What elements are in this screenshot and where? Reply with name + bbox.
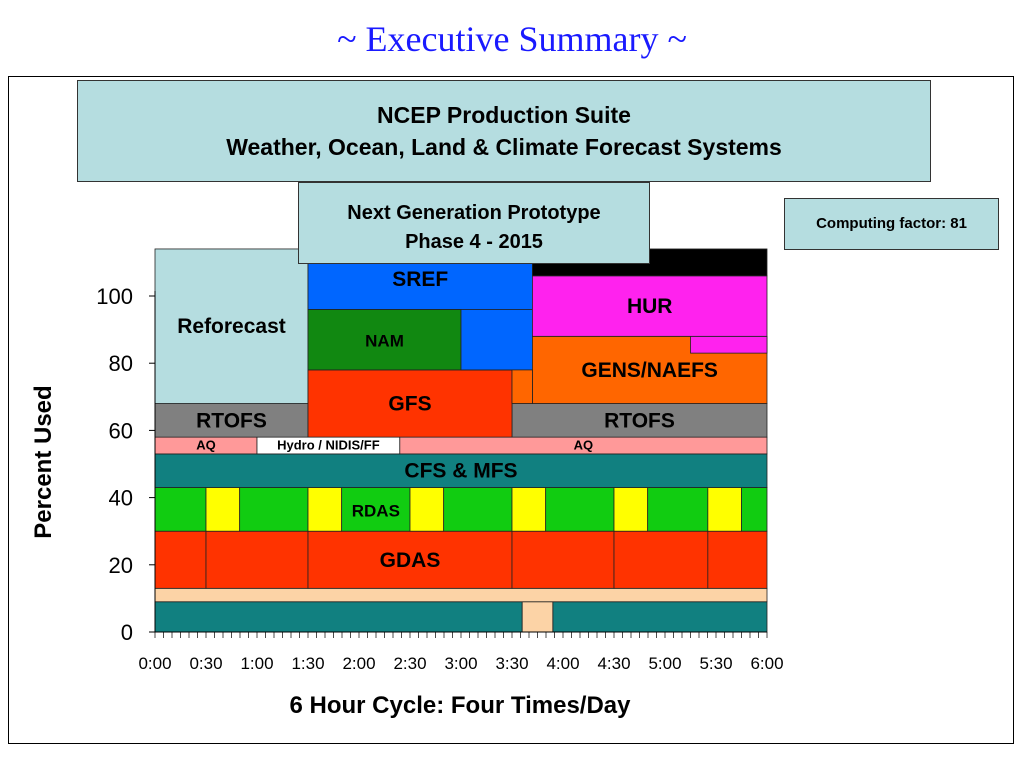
y-tick-label: 60 xyxy=(109,418,133,443)
chart-block-label: GENS/NAEFS xyxy=(581,359,718,382)
chart-block xyxy=(307,530,513,589)
chart-block xyxy=(511,403,768,438)
chart-block xyxy=(443,487,513,532)
chart-block-label: HUR xyxy=(627,295,673,318)
chart-block xyxy=(511,369,533,404)
chart-block xyxy=(205,530,309,589)
chart-block-label: GDAS xyxy=(380,549,441,572)
chart-block-label: GFS xyxy=(388,393,431,416)
x-axis-label: 6 Hour Cycle: Four Times/Day xyxy=(289,692,631,719)
chart-block xyxy=(154,487,207,532)
x-tick-label: 3:30 xyxy=(495,654,528,673)
chart-block xyxy=(741,487,768,532)
x-tick-label: 0:00 xyxy=(138,654,171,673)
prototype-line2: Phase 4 - 2015 xyxy=(405,231,543,253)
chart-block xyxy=(552,601,768,633)
chart-block xyxy=(409,487,445,532)
y-tick-label: 80 xyxy=(109,351,133,376)
chart-block xyxy=(307,309,462,371)
chart-block xyxy=(307,487,343,532)
chart-block-label: RTOFS xyxy=(604,409,675,432)
chart-block xyxy=(511,530,615,589)
x-tick-label: 3:00 xyxy=(444,654,477,673)
y-tick-label: 40 xyxy=(109,486,133,511)
chart-block xyxy=(205,487,241,532)
x-tick-label: 1:00 xyxy=(240,654,273,673)
suite-header-line2: Weather, Ocean, Land & Climate Forecast … xyxy=(226,134,782,160)
y-axis-label: Percent Used xyxy=(30,385,57,539)
chart-block xyxy=(511,487,547,532)
chart-block xyxy=(613,487,649,532)
x-tick-label: 5:00 xyxy=(648,654,681,673)
x-tick-label: 1:30 xyxy=(291,654,324,673)
chart-block xyxy=(545,487,615,532)
x-tick-label: 5:30 xyxy=(699,654,732,673)
prototype-box: Next Generation Prototype Phase 4 - 2015 xyxy=(298,182,650,264)
y-tick-label: 100 xyxy=(96,284,133,309)
chart-block-label: Hydro / NIDIS/FF xyxy=(277,438,380,453)
x-tick-label: 4:30 xyxy=(597,654,630,673)
chart-block xyxy=(460,309,533,371)
chart-block-label: AQ xyxy=(196,438,216,453)
chart-block xyxy=(154,587,768,603)
chart-block xyxy=(707,487,742,532)
chart-block-label: RTOFS xyxy=(196,409,267,432)
x-tick-label: 4:00 xyxy=(546,654,579,673)
chart-block-label: NAM xyxy=(365,332,404,351)
x-tick-label: 6:00 xyxy=(750,654,783,673)
y-tick-label: 0 xyxy=(121,620,133,645)
x-tick-label: 2:30 xyxy=(393,654,426,673)
chart-block xyxy=(154,453,768,488)
chart-block-label: AQ xyxy=(574,438,594,453)
chart-block xyxy=(154,530,207,589)
x-tick-label: 2:00 xyxy=(342,654,375,673)
chart-block-label: SREF xyxy=(392,268,448,291)
chart-block xyxy=(613,530,709,589)
chart-block xyxy=(239,487,309,532)
computing-factor-box: Computing factor: 81 xyxy=(784,198,999,250)
chart-block-label: RDAS xyxy=(352,501,400,520)
chart-block xyxy=(521,601,554,633)
chart-block xyxy=(707,530,768,589)
suite-header-line1: NCEP Production Suite xyxy=(377,102,631,128)
chart-block xyxy=(690,335,768,354)
slide-title: ~ Executive Summary ~ xyxy=(337,19,687,59)
chart-block xyxy=(647,487,709,532)
content-frame xyxy=(8,76,1014,744)
chart-block xyxy=(341,487,411,532)
y-tick-label: 20 xyxy=(109,553,133,578)
chart-block-label: CFS & MFS xyxy=(404,460,517,483)
suite-header-box: NCEP Production Suite Weather, Ocean, La… xyxy=(77,80,931,182)
chart-block xyxy=(154,248,309,404)
prototype-line1: Next Generation Prototype xyxy=(347,202,601,224)
chart-block-label: Reforecast xyxy=(177,315,286,338)
x-tick-label: 0:30 xyxy=(189,654,222,673)
chart-block xyxy=(154,601,523,633)
